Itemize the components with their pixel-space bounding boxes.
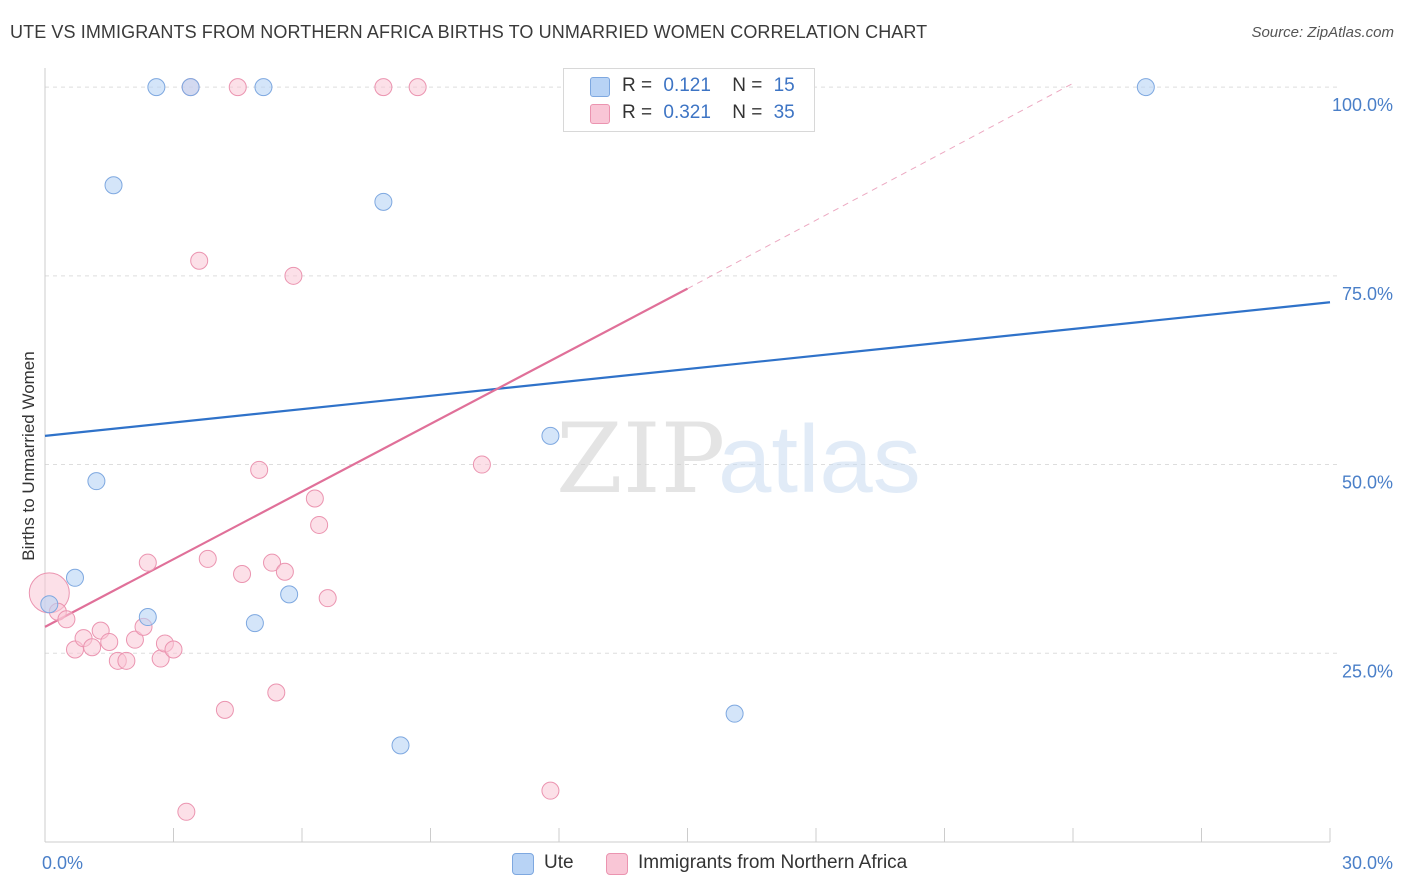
legend-swatch-naf (590, 104, 610, 124)
data-point-naf (198, 549, 217, 568)
data-point-ute (87, 472, 106, 491)
series-legend: Ute Immigrants from Northern Africa (0, 852, 1406, 878)
y-tick-labels: 25.0% 50.0% 75.0% 100.0% (1332, 95, 1393, 681)
legend-r-value: 0.321 (663, 102, 711, 123)
legend-n-label: N = (732, 75, 763, 96)
legend-r-label: R = (622, 75, 653, 96)
series-swatch-naf (606, 853, 628, 875)
chart-title: UTE VS IMMIGRANTS FROM NORTHERN AFRICA B… (10, 22, 928, 42)
y-tick-label: 100.0% (1332, 95, 1393, 115)
y-axis-label: Births to Unmarried Women (19, 351, 38, 560)
trendline-ute (44, 301, 1331, 437)
points-layer (28, 78, 1155, 821)
data-point-naf (233, 565, 252, 584)
data-point-naf (374, 78, 393, 97)
axis-layer (44, 68, 1331, 843)
data-point-ute (40, 595, 59, 614)
watermark: ZIP atlas (556, 403, 921, 515)
data-point-ute (254, 78, 273, 97)
trend-layer (44, 82, 1331, 628)
data-point-ute (245, 614, 264, 633)
data-point-naf (125, 630, 144, 649)
legend-r-label: R = (622, 102, 653, 123)
y-tick-label: 25.0% (1342, 661, 1393, 681)
data-point-ute (391, 736, 410, 755)
watermark-zip: ZIP (556, 403, 725, 515)
data-point-ute (104, 176, 123, 195)
data-point-naf (138, 553, 157, 572)
series-label-naf: Immigrants from Northern Africa (638, 852, 908, 873)
data-point-naf (318, 589, 337, 608)
data-point-ute (65, 568, 84, 587)
data-point-naf (275, 562, 294, 581)
source-label: Source: ZipAtlas.com (1251, 24, 1394, 41)
series-label-ute: Ute (544, 852, 574, 873)
data-point-naf (177, 802, 196, 821)
data-point-naf (190, 251, 209, 270)
data-point-naf (57, 610, 76, 629)
data-point-naf (284, 266, 303, 285)
legend-r-value: 0.121 (663, 75, 711, 96)
x-tick-label: 30.0% (1342, 853, 1393, 873)
legend-n-label: N = (732, 102, 763, 123)
stats-legend: R = 0.121 N = 15 R = 0.321 N = 35 (563, 68, 815, 132)
legend-n-value: 15 (773, 75, 795, 96)
data-point-naf (83, 638, 102, 657)
data-point-naf (215, 700, 234, 719)
data-point-naf (100, 632, 119, 651)
data-point-naf (117, 651, 136, 670)
data-point-ute (280, 585, 299, 604)
trendline-naf-extension (687, 82, 1074, 290)
x-tick-labels: 0.0% 30.0% (42, 853, 1393, 873)
y-tick-label: 75.0% (1342, 284, 1393, 304)
data-point-ute (374, 192, 393, 211)
data-point-ute (541, 426, 560, 445)
data-point-ute (725, 704, 744, 723)
data-point-naf (472, 455, 491, 474)
data-point-naf (263, 553, 282, 572)
data-point-naf (228, 78, 247, 97)
legend-n-value: 35 (773, 102, 795, 123)
data-point-naf (164, 640, 183, 659)
data-point-naf (305, 489, 324, 508)
data-point-ute (181, 78, 200, 97)
data-point-ute (1136, 78, 1155, 97)
data-point-naf (408, 78, 427, 97)
data-point-naf (310, 515, 329, 534)
legend-swatch-ute (590, 77, 610, 97)
watermark-atlas: atlas (718, 406, 921, 513)
data-point-ute (147, 78, 166, 97)
data-point-naf (267, 683, 286, 702)
x-tick-label: 0.0% (42, 853, 83, 873)
data-point-ute (138, 608, 157, 627)
data-point-naf (541, 781, 560, 800)
series-swatch-ute (512, 853, 534, 875)
y-tick-label: 50.0% (1342, 473, 1393, 493)
data-point-naf (250, 460, 269, 479)
